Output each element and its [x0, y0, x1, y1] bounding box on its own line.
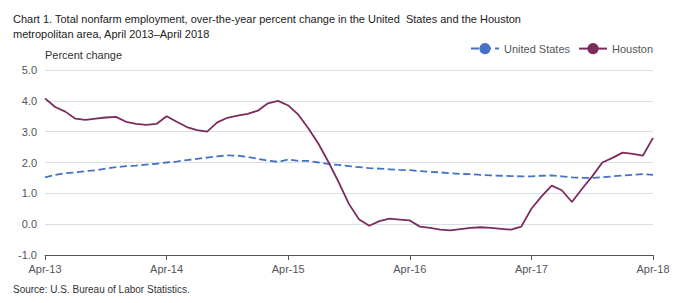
svg-text:Houston: Houston: [612, 43, 653, 55]
svg-text:2.0: 2.0: [22, 157, 37, 169]
svg-text:Percent change: Percent change: [45, 49, 122, 61]
svg-text:-1.0: -1.0: [18, 249, 37, 261]
svg-text:metropolitan area, April 2013–: metropolitan area, April 2013–April 2018: [13, 28, 209, 40]
svg-text:Chart 1. Total nonfarm employm: Chart 1. Total nonfarm employment, over-…: [13, 13, 521, 25]
svg-text:5.0: 5.0: [22, 64, 37, 76]
svg-text:Apr-13: Apr-13: [28, 263, 61, 275]
svg-text:United States: United States: [504, 43, 571, 55]
svg-text:0.0: 0.0: [22, 218, 37, 230]
svg-text:Apr-14: Apr-14: [150, 263, 183, 275]
svg-text:Source: U.S. Bureau of Labor S: Source: U.S. Bureau of Labor Statistics.: [13, 284, 190, 295]
svg-text:Apr-15: Apr-15: [272, 263, 305, 275]
svg-text:4.0: 4.0: [22, 95, 37, 107]
svg-text:1.0: 1.0: [22, 187, 37, 199]
svg-text:3.0: 3.0: [22, 126, 37, 138]
svg-text:Apr-17: Apr-17: [515, 263, 548, 275]
svg-text:Apr-16: Apr-16: [393, 263, 426, 275]
svg-text:Apr-18: Apr-18: [636, 263, 669, 275]
